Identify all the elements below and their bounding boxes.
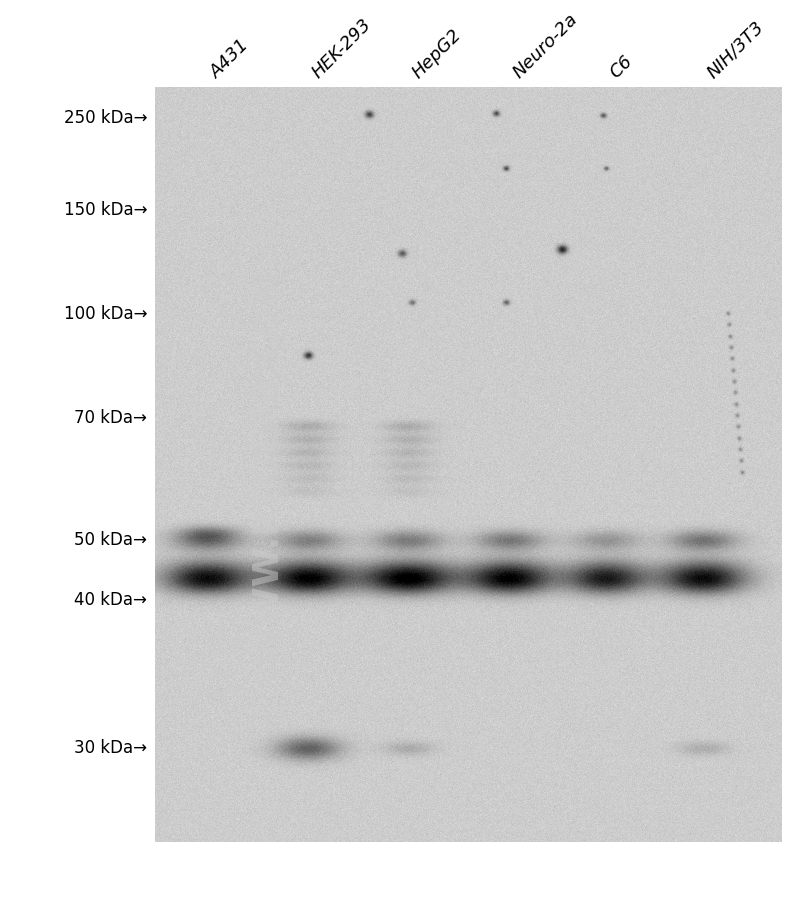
Text: HepG2: HepG2 [409, 26, 465, 82]
Text: 150 kDa→: 150 kDa→ [63, 201, 147, 219]
Text: 40 kDa→: 40 kDa→ [74, 590, 147, 608]
Text: Neuro-2a: Neuro-2a [510, 10, 581, 82]
Text: WWW.PTGLAB.COM: WWW.PTGLAB.COM [251, 267, 285, 663]
Text: A431: A431 [207, 36, 253, 82]
Text: 50 kDa→: 50 kDa→ [74, 530, 147, 548]
Text: HEK-293: HEK-293 [309, 15, 375, 82]
Text: C6: C6 [606, 52, 636, 82]
Text: 30 kDa→: 30 kDa→ [74, 738, 147, 756]
Text: NIH/3T3: NIH/3T3 [704, 18, 767, 82]
Text: 100 kDa→: 100 kDa→ [63, 305, 147, 323]
Text: 250 kDa→: 250 kDa→ [63, 109, 147, 127]
Text: 70 kDa→: 70 kDa→ [74, 409, 147, 427]
